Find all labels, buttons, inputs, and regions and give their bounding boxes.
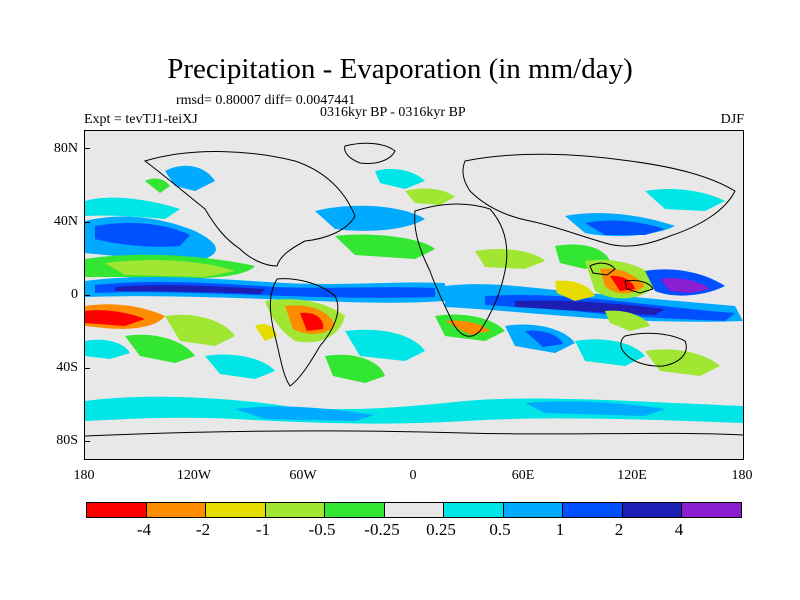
y-tick-label: 80S — [56, 433, 78, 448]
season-label: DJF — [720, 112, 744, 127]
y-tick-label: 40N — [53, 214, 78, 229]
rmsd-diff-label: rmsd= 0.80007 diff= 0.0047441 — [176, 93, 356, 108]
continent-outlines — [85, 142, 743, 437]
colorbar-swatch — [444, 503, 504, 517]
southern-pacific-region — [85, 304, 275, 379]
colorbar-swatch — [325, 503, 385, 517]
x-tick-label: 0 — [409, 468, 417, 483]
map-plot-area — [84, 130, 744, 460]
colorbar-swatch — [503, 503, 564, 517]
y-tickmark — [84, 441, 90, 442]
colorbar-swatch — [146, 503, 207, 517]
colorbar — [86, 502, 742, 518]
x-tick-label: 60E — [511, 468, 535, 483]
y-tickmark — [84, 295, 90, 296]
warm-pool-region — [555, 259, 725, 331]
itcz-band — [85, 277, 743, 322]
southern-ocean-bands — [85, 396, 743, 424]
x-tick-label: 180 — [731, 468, 753, 483]
colorbar-label: 0.25 — [426, 520, 456, 539]
period-label: 0316kyr BP - 0316kyr BP — [320, 105, 466, 120]
subtropical-dry-bands — [85, 188, 610, 279]
colorbar-label: -1 — [255, 520, 271, 539]
x-tick-label: 60W — [289, 468, 317, 483]
colorbar-swatch — [622, 503, 683, 517]
colorbar-swatch — [87, 503, 147, 517]
colorbar-label: 2 — [614, 520, 624, 539]
colorbar-label: 4 — [674, 520, 684, 539]
colorbar-label: 0.5 — [489, 520, 511, 539]
colorbar-label: -2 — [195, 520, 211, 539]
colorbar-swatch — [682, 503, 742, 517]
colorbar-label: 1 — [555, 520, 565, 539]
y-tickmark — [84, 148, 90, 149]
northern-storm-tracks — [85, 165, 725, 260]
y-tick-label: 80N — [53, 141, 78, 156]
map-title: Precipitation - Evaporation (in mm/day) — [167, 53, 633, 85]
precipitation-evaporation-map — [85, 131, 743, 459]
colorbar-label: -4 — [136, 520, 152, 539]
colorbar-swatch — [384, 503, 445, 517]
experiment-label: Expt = tevTJ1-teiXJ — [84, 112, 198, 127]
y-tickmark — [84, 368, 90, 369]
x-tick-label: 180 — [73, 468, 95, 483]
colorbar-swatch — [563, 503, 623, 517]
colorbar-label: -0.25 — [364, 520, 400, 539]
colorbar-swatch — [265, 503, 326, 517]
colorbar-swatch — [206, 503, 266, 517]
y-tickmark — [84, 222, 90, 223]
x-tick-label: 120E — [617, 468, 647, 483]
y-tick-label: 40S — [56, 360, 78, 375]
y-tick-label: 0 — [71, 287, 78, 302]
x-tick-label: 120W — [176, 468, 212, 483]
colorbar-label: -0.5 — [308, 520, 336, 539]
south-america-region — [255, 299, 425, 383]
